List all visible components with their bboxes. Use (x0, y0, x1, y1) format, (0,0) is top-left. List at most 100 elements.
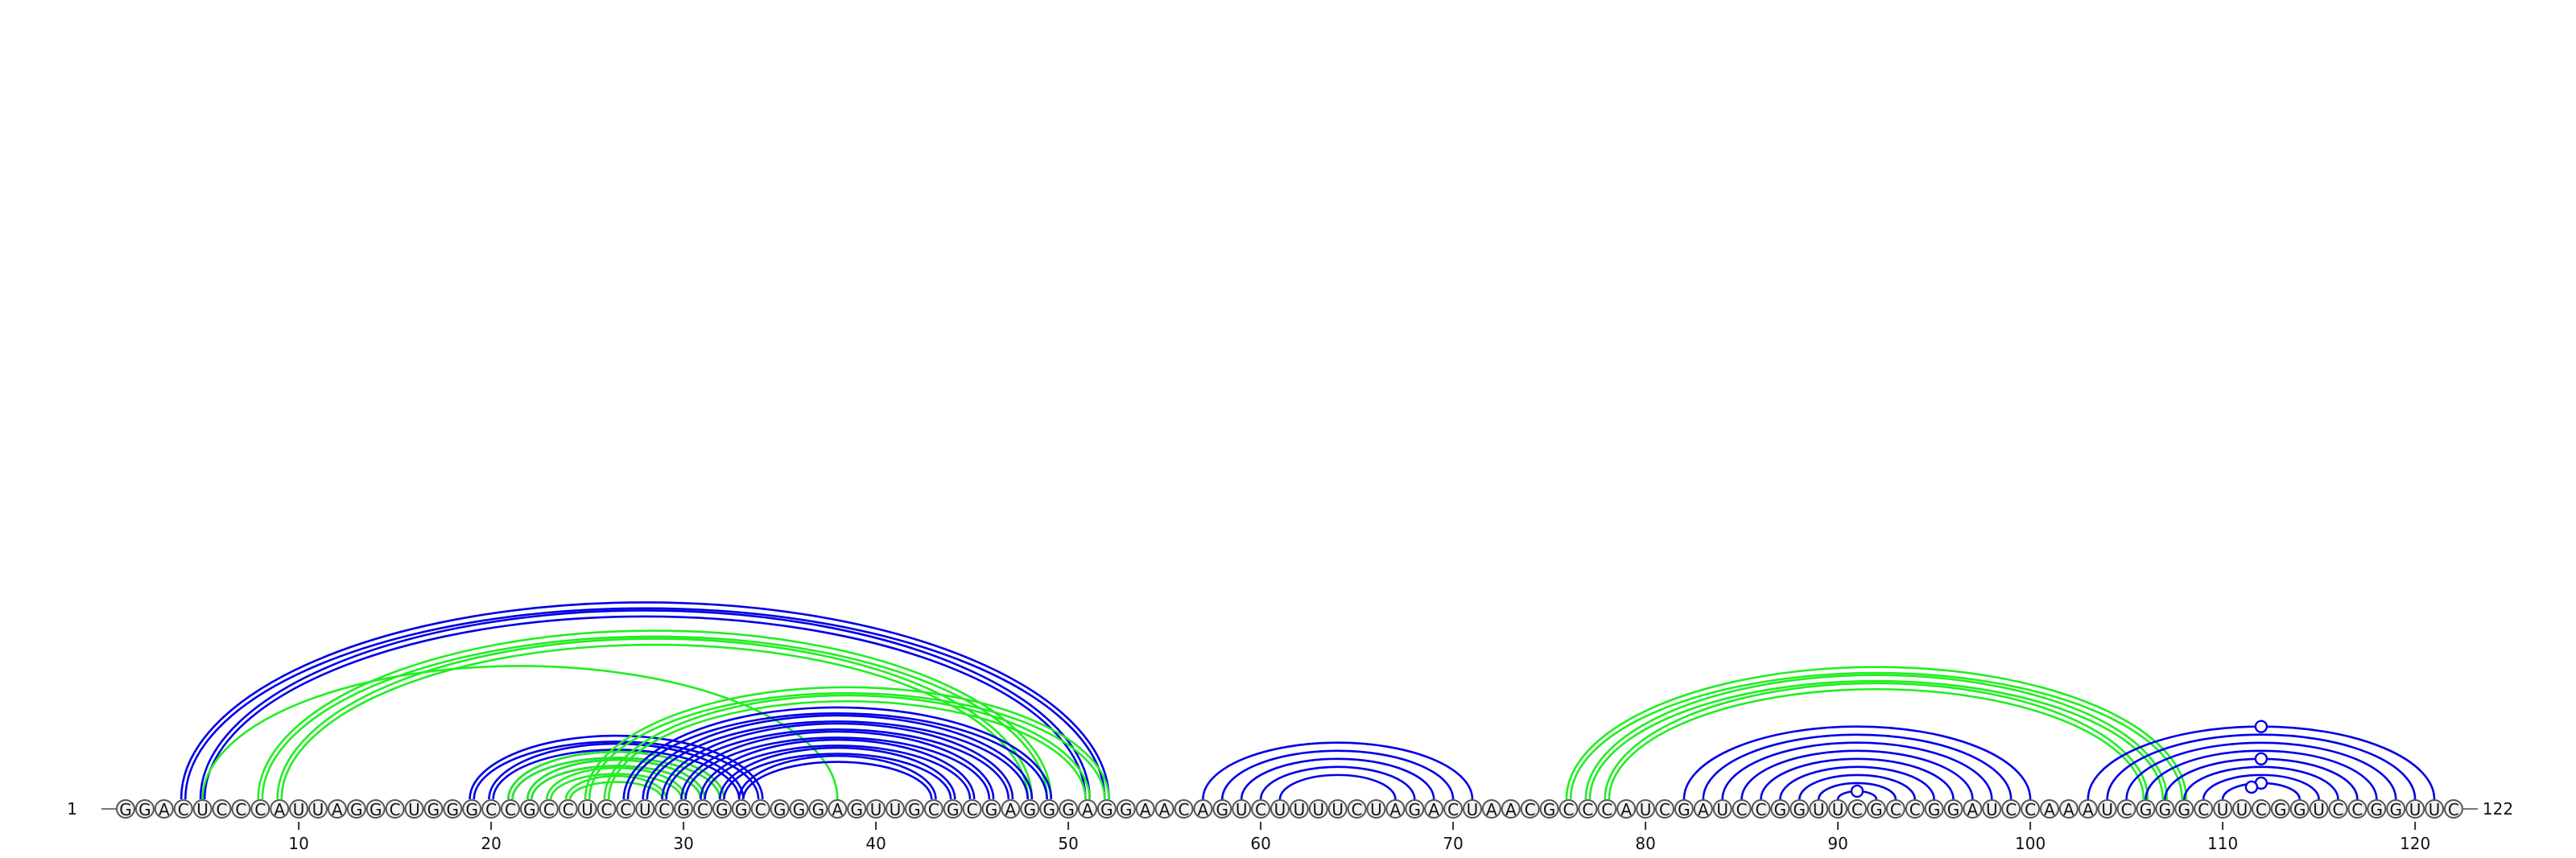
base-letter: U (1274, 800, 1286, 819)
base-113: G (2270, 799, 2290, 819)
base-letter: U (196, 800, 208, 819)
base-letter: U (2236, 800, 2248, 819)
base-102: A (2058, 799, 2079, 819)
base-circle (1520, 799, 1540, 819)
base-letter: G (793, 800, 806, 819)
base-letter: G (369, 800, 382, 819)
base-21: C (501, 799, 520, 819)
base-circle (2367, 799, 2387, 819)
base-letter: C (601, 800, 613, 819)
base-20: C (481, 799, 502, 819)
base-letter: G (908, 800, 921, 819)
base-69: A (1424, 799, 1444, 819)
base-84: U (1712, 799, 1732, 819)
base-circle (847, 799, 867, 819)
base-circle (1001, 799, 1021, 819)
base-letter: C (1601, 800, 1612, 819)
base-letter: G (1947, 800, 1960, 819)
base-circle (250, 799, 270, 819)
base-83: A (1693, 799, 1713, 819)
base-letter: U (1986, 800, 1998, 819)
base-letter: G (350, 800, 363, 819)
markers-layer (1850, 720, 2268, 798)
base-105: C (2116, 799, 2136, 819)
base-letter: U (2409, 800, 2421, 819)
base-letter: G (138, 800, 151, 819)
base-letter: G (985, 800, 998, 819)
base-16: U (404, 799, 424, 819)
base-98: U (1982, 799, 2002, 819)
base-62: U (1289, 799, 1309, 819)
base-45: C (962, 799, 982, 819)
base-letter: A (1082, 800, 1093, 819)
base-letter: A (1428, 800, 1439, 819)
base-119: G (2386, 799, 2406, 819)
base-letter: G (1870, 800, 1883, 819)
base-letter: C (697, 800, 708, 819)
base-121: U (2425, 799, 2444, 819)
base-44: G (943, 799, 963, 819)
base-117: C (2347, 799, 2368, 819)
base-letter: A (1390, 800, 1402, 819)
ticks-layer: 10 20 30 40 50 60 70 80 90 100 110 120 (288, 822, 2430, 853)
base-letter: G (2178, 800, 2191, 819)
base-115: U (2309, 799, 2329, 819)
apex-marker-90-92 (1850, 784, 1864, 798)
arc-left-blue-cluster-19-34-strand2 (469, 734, 764, 800)
base-circle (2347, 799, 2368, 819)
base-107: G (2155, 799, 2175, 819)
base-circle (1308, 799, 1328, 819)
tick-label-70: 70 (1443, 834, 1463, 853)
base-circle (693, 799, 712, 819)
base-circle (404, 799, 424, 819)
base-letter: U (890, 800, 902, 819)
base-letter: U (1294, 800, 1306, 819)
base-letter: C (2198, 800, 2209, 819)
base-circle (501, 799, 520, 819)
arc-green-long-range-76-108-strand1 (1569, 671, 2183, 800)
base-circle (1059, 799, 1079, 819)
base-1: G (116, 799, 135, 819)
end-index-label: 122 (2483, 799, 2513, 819)
base-letter: A (832, 800, 843, 819)
base-circle (1174, 799, 1194, 819)
base-letter: U (2429, 800, 2441, 819)
base-59: U (1232, 799, 1252, 819)
base-47: A (1001, 799, 1021, 819)
base-letter: C (178, 800, 189, 819)
base-43: C (923, 799, 943, 819)
base-94: C (1905, 799, 1925, 819)
base-letter: U (1236, 800, 1248, 819)
base-letter: G (947, 800, 960, 819)
base-circle (712, 799, 732, 819)
base-42: G (904, 799, 924, 819)
base-circle (1232, 799, 1252, 819)
base-80: U (1636, 799, 1656, 819)
base-letter: U (1832, 800, 1844, 819)
base-13: G (346, 799, 366, 819)
arc-hairpin-60-61-67 (1278, 773, 1397, 800)
base-circle (731, 799, 751, 819)
base-circle (923, 799, 943, 819)
base-letter: U (1370, 800, 1382, 819)
base-88: G (1790, 799, 1810, 819)
base-circle (2097, 799, 2117, 819)
base-circle (2040, 799, 2059, 819)
base-letter: U (1467, 800, 1479, 819)
base-95: G (1924, 799, 1944, 819)
base-letter: G (1120, 800, 1133, 819)
base-10: U (289, 799, 309, 819)
arc-outer-long-helix-5-51-strand1 (203, 615, 1087, 800)
base-circle (828, 799, 848, 819)
base-circle (577, 799, 597, 819)
base-letter: C (967, 800, 978, 819)
arc-hairpin-110-108-116 (2183, 765, 2339, 800)
arc-middle-blue-nest-31-45-strand1 (704, 745, 972, 800)
arc-outer-long-helix-5-51-strand2 (199, 609, 1091, 800)
base-circle (1096, 799, 1117, 819)
base-63: U (1308, 799, 1328, 819)
arc-left-green-cluster-22-31-strand2 (526, 758, 706, 800)
arc-middle-green-helix-26-51-strand1 (607, 699, 1087, 800)
base-letter: G (1543, 800, 1556, 819)
tick-label-60: 60 (1250, 834, 1270, 853)
